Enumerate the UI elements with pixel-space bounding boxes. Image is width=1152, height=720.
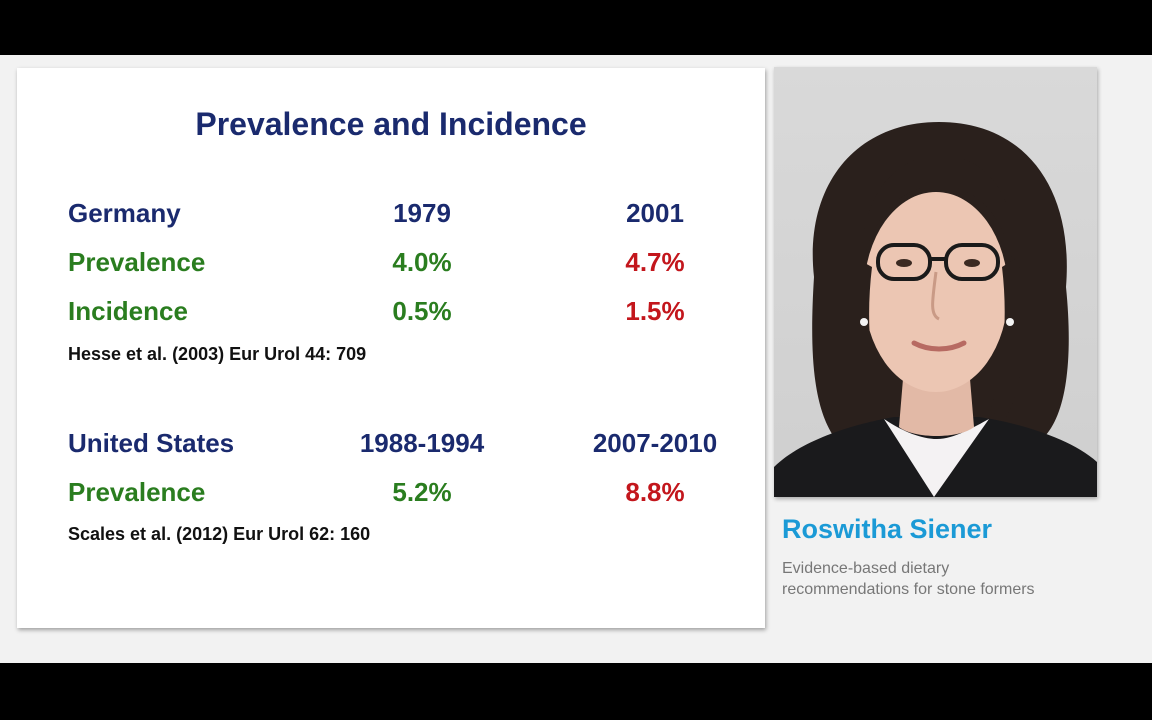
- germany-incidence-label: Incidence: [68, 296, 188, 326]
- us-prevalence-2007: 8.8%: [625, 477, 685, 507]
- us-prevalence-1988: 5.2%: [392, 477, 452, 507]
- germany-incidence-2001: 1.5%: [625, 296, 685, 326]
- us-year-1: 1988-1994: [359, 428, 485, 458]
- talk-title: Evidence-based dietary recommendations f…: [782, 558, 1112, 600]
- us-year-2: 2007-2010: [592, 428, 718, 458]
- speaker-name: Roswitha Siener: [782, 514, 993, 544]
- germany-year-1: 1979: [393, 198, 451, 228]
- talk-title-line-2: recommendations for stone formers: [782, 581, 1035, 598]
- germany-year-2: 2001: [626, 198, 684, 228]
- germany-prevalence-2001: 4.7%: [625, 247, 685, 277]
- germany-prevalence-label: Prevalence: [68, 247, 206, 277]
- talk-title-line-1: Evidence-based dietary: [782, 560, 950, 577]
- germany-incidence-1979: 0.5%: [392, 296, 452, 326]
- us-label: United States: [68, 428, 235, 458]
- germany-citation: Hesse et al. (2003) Eur Urol 44: 709: [68, 344, 367, 364]
- slide: Prevalence and Incidence Germany 1979 20…: [17, 68, 765, 628]
- speaker-portrait-image: [774, 122, 1097, 497]
- germany-prevalence-1979: 4.0%: [392, 247, 452, 277]
- presentation-stage: Prevalence and Incidence Germany 1979 20…: [0, 55, 1152, 663]
- speaker-photo: [774, 67, 1097, 497]
- us-prevalence-label: Prevalence: [68, 477, 206, 507]
- slide-title: Prevalence and Incidence: [195, 106, 587, 142]
- us-citation: Scales et al. (2012) Eur Urol 62: 160: [68, 524, 371, 544]
- germany-label: Germany: [68, 198, 181, 228]
